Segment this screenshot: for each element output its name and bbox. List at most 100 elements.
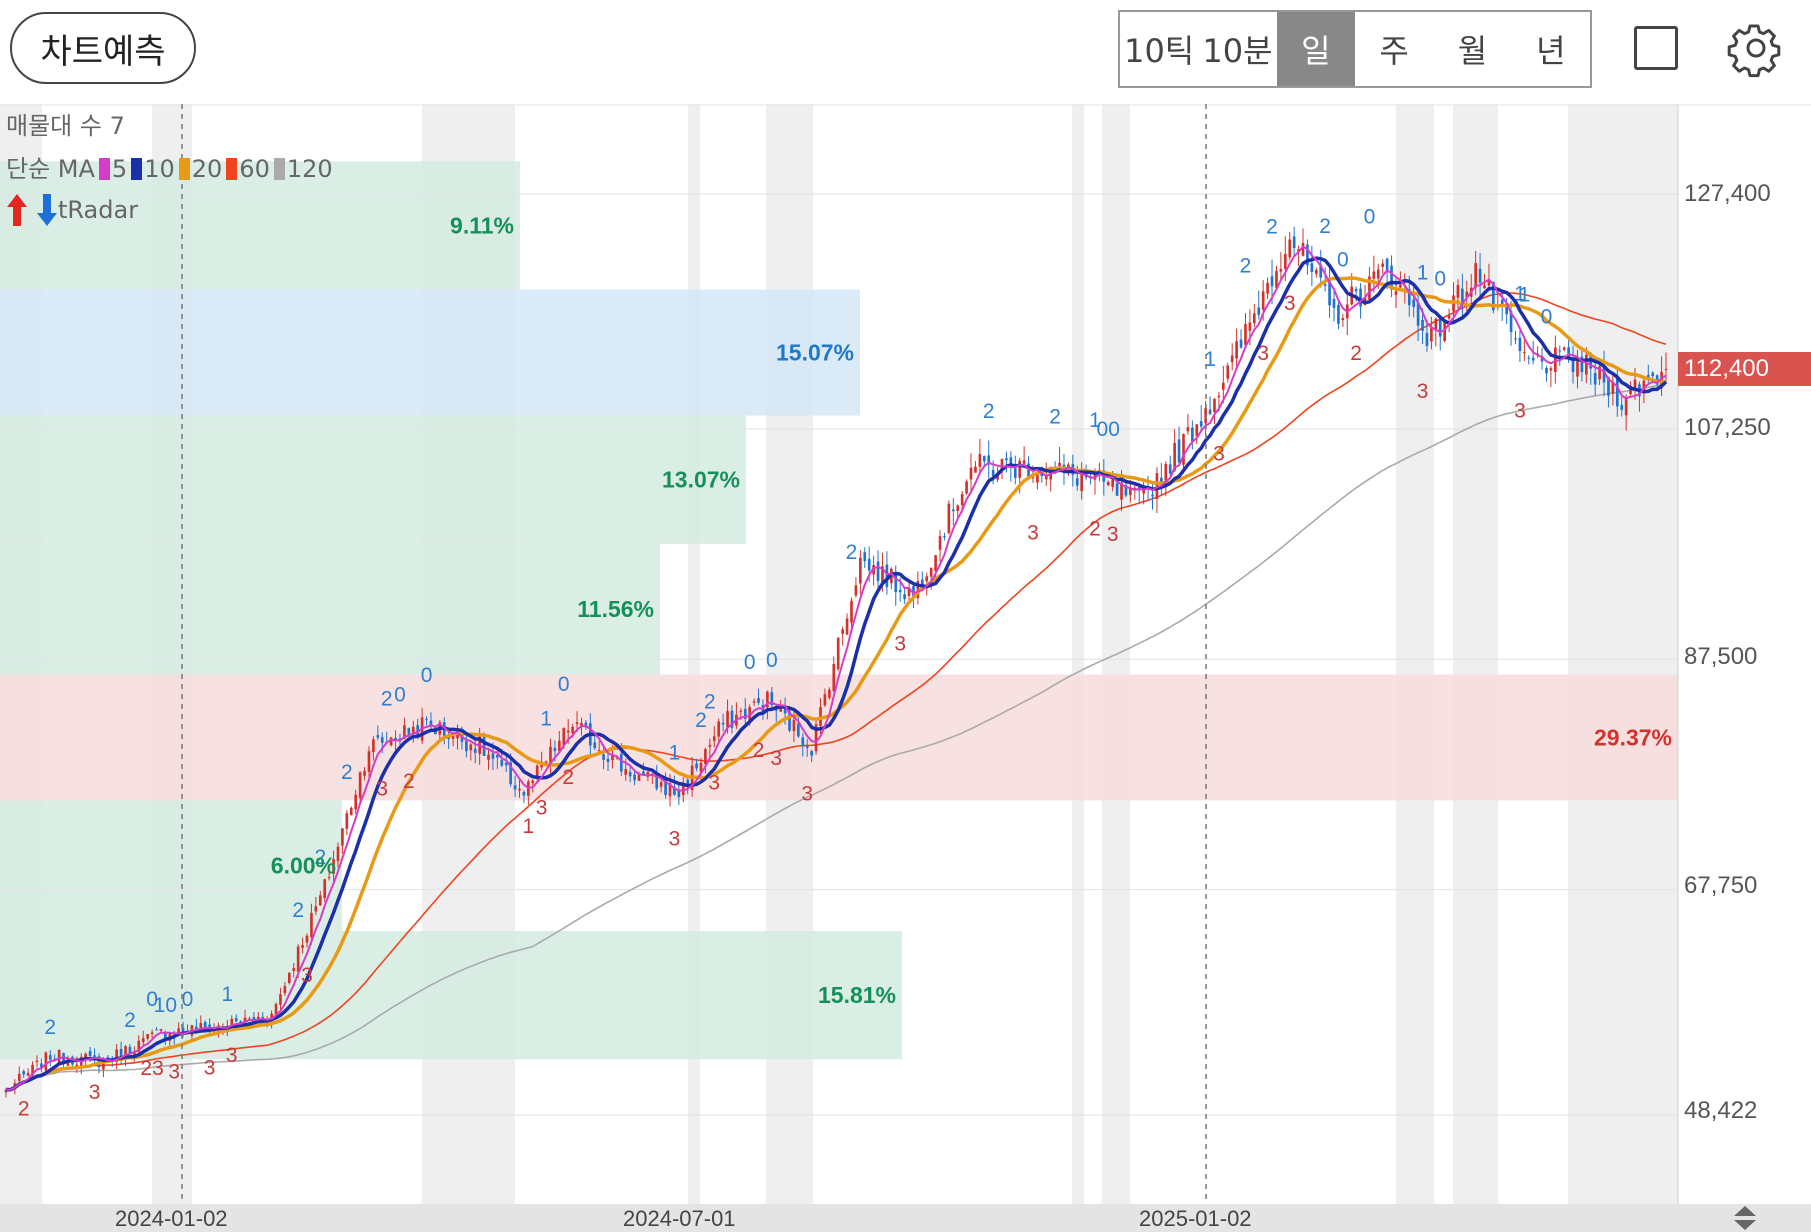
period-tab-month[interactable]: 월 bbox=[1457, 32, 1488, 70]
candle-body bbox=[535, 765, 539, 779]
candle-body bbox=[739, 710, 743, 712]
candle-body bbox=[146, 1034, 149, 1039]
candle-body bbox=[159, 1029, 163, 1031]
candle-body bbox=[1332, 298, 1336, 309]
candle-body bbox=[1009, 457, 1013, 467]
tradar-label: 0 bbox=[146, 988, 158, 1011]
candle-body bbox=[664, 779, 667, 796]
candle-body bbox=[323, 879, 327, 899]
ma10-label: 10 bbox=[144, 155, 175, 183]
candle-body bbox=[619, 753, 623, 772]
candle-body bbox=[956, 505, 960, 512]
candle-body bbox=[358, 772, 362, 798]
candle-body bbox=[1434, 318, 1438, 331]
candle-body bbox=[558, 740, 561, 752]
candle-body bbox=[788, 711, 791, 731]
candle-body bbox=[1359, 288, 1362, 307]
tradar-label: 3 bbox=[1107, 523, 1119, 546]
ma120-path bbox=[5, 382, 1667, 1091]
candle-body bbox=[810, 751, 813, 756]
tradar-label: 3 bbox=[226, 1044, 238, 1067]
candle-body bbox=[1381, 263, 1385, 267]
candle-body bbox=[757, 698, 760, 703]
tradar-label: 0 bbox=[766, 649, 778, 672]
candle-body bbox=[1186, 427, 1190, 432]
candle-body bbox=[721, 722, 725, 725]
candle-body bbox=[376, 734, 380, 738]
candle-body bbox=[1213, 399, 1216, 412]
candle-body bbox=[1261, 291, 1265, 310]
ma10-line bbox=[5, 256, 1668, 1092]
candle-body bbox=[1323, 284, 1327, 286]
tradar-label: 0 bbox=[182, 988, 194, 1011]
volume-zone bbox=[0, 674, 1678, 801]
square-icon[interactable] bbox=[1634, 26, 1678, 70]
candle-body bbox=[1421, 319, 1424, 331]
candle-body bbox=[411, 726, 415, 733]
candle-body bbox=[1031, 477, 1035, 479]
candle-body bbox=[1044, 475, 1048, 480]
period-tab-10tick[interactable]: 10틱 bbox=[1124, 32, 1195, 70]
tradar-label: 0 bbox=[421, 664, 433, 687]
tradar-label: 2 bbox=[1240, 255, 1252, 278]
period-tab-10min[interactable]: 10분 bbox=[1202, 32, 1273, 70]
candle-body bbox=[960, 494, 964, 506]
candle-body bbox=[1275, 270, 1278, 288]
candle-body bbox=[673, 786, 676, 795]
candle-body bbox=[1549, 368, 1553, 371]
candle-body bbox=[965, 481, 968, 494]
tradar-label: 1 bbox=[1089, 409, 1101, 432]
period-markers bbox=[181, 104, 1207, 1204]
candle-body bbox=[1217, 395, 1221, 398]
candle-body bbox=[367, 751, 371, 772]
volume-zone bbox=[0, 800, 342, 932]
candle-body bbox=[389, 737, 393, 746]
candle-body bbox=[1058, 462, 1061, 467]
candle-body bbox=[1399, 284, 1402, 288]
tradar-label: 2 bbox=[341, 761, 353, 784]
tradar-label: 23 bbox=[140, 1057, 163, 1080]
candle-body bbox=[1199, 421, 1203, 427]
candle-body bbox=[881, 566, 884, 583]
candle-body bbox=[1248, 322, 1252, 331]
candle-body bbox=[243, 1017, 247, 1022]
candle-body bbox=[974, 466, 977, 473]
candle-body bbox=[1279, 269, 1283, 272]
candle-body bbox=[1252, 313, 1256, 324]
candle-body bbox=[1558, 350, 1562, 352]
x-axis bbox=[0, 1204, 1811, 1232]
candle-body bbox=[1664, 368, 1668, 370]
candle-body bbox=[575, 722, 579, 725]
candle-body bbox=[1407, 288, 1411, 306]
y-tick-label: 107,250 bbox=[1684, 414, 1771, 441]
candle-body bbox=[230, 1018, 234, 1027]
candle-body bbox=[1301, 242, 1305, 256]
candle-body bbox=[637, 773, 641, 781]
candle-body bbox=[1328, 280, 1331, 306]
ma120-label: 120 bbox=[286, 155, 333, 183]
top-toolbar: 차트예측 10틱 10분 일 주 월 년 bbox=[0, 0, 1811, 104]
candle-body bbox=[805, 746, 809, 748]
candle-body bbox=[283, 986, 287, 994]
candle-body bbox=[1478, 268, 1482, 283]
period-tab-day[interactable]: 일 bbox=[1276, 12, 1355, 86]
gear-icon[interactable] bbox=[1724, 18, 1784, 78]
candle-body bbox=[836, 637, 840, 670]
tradar-label: 2 bbox=[695, 709, 707, 732]
candle-body bbox=[1341, 318, 1345, 321]
tradar-label: 3 bbox=[770, 747, 782, 770]
candle-body bbox=[314, 906, 318, 912]
scroll-handle-icon[interactable] bbox=[1730, 1204, 1760, 1232]
candle-body bbox=[624, 769, 628, 775]
period-tab-year[interactable]: 년 bbox=[1536, 32, 1566, 70]
candle-body bbox=[252, 1017, 256, 1021]
tradar-label: 3 bbox=[1213, 443, 1225, 466]
chart-predict-button[interactable]: 차트예측 bbox=[10, 12, 196, 84]
candle-body bbox=[398, 738, 402, 740]
candle-body bbox=[119, 1048, 123, 1059]
period-tab-week[interactable]: 주 bbox=[1379, 32, 1409, 70]
volume-profile-legend: 매물대 수 7 bbox=[6, 112, 125, 140]
ma10-swatch bbox=[131, 158, 143, 180]
